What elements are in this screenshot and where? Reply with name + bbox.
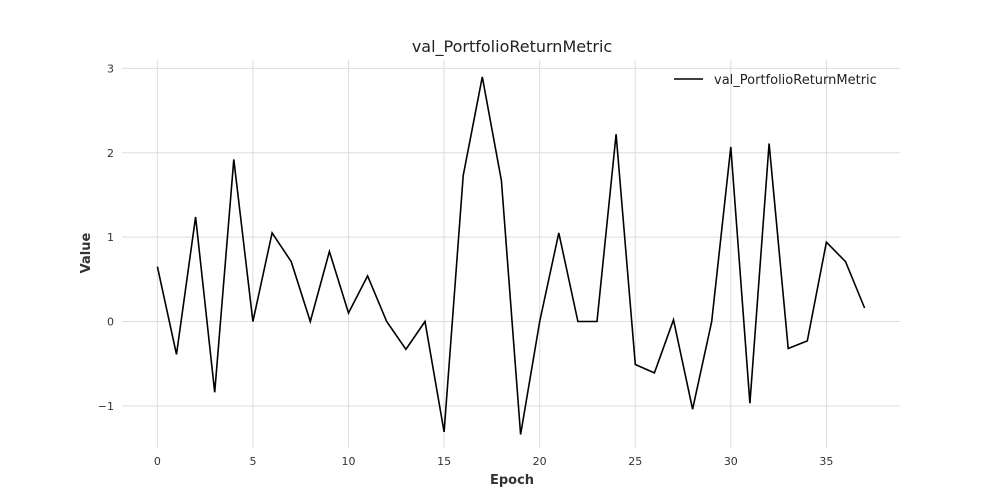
data-point [749, 402, 751, 404]
x-tick-label: 15 [437, 455, 451, 468]
data-point [653, 372, 655, 374]
chart-title: val_PortfolioReturnMetric [412, 37, 612, 57]
data-point [195, 216, 197, 218]
data-point [424, 321, 426, 323]
data-point [806, 340, 808, 342]
data-point [825, 241, 827, 243]
y-tick-label: 2 [107, 147, 114, 160]
legend-entry-label: val_PortfolioReturnMetric [714, 73, 877, 88]
data-point [481, 76, 483, 78]
y-axis-label: Value [79, 232, 94, 273]
x-tick-label: 10 [342, 455, 356, 468]
data-point [271, 232, 273, 234]
y-tick-label: 1 [107, 231, 114, 244]
data-point [730, 146, 732, 148]
y-tick-label: −1 [98, 400, 114, 413]
data-point [692, 408, 694, 410]
grid [122, 60, 900, 448]
data-point [539, 321, 541, 323]
data-point [386, 321, 388, 323]
data-point [233, 159, 235, 161]
x-tick-label: 30 [724, 455, 738, 468]
data-point [214, 391, 216, 393]
data-point [864, 307, 866, 309]
data-point [596, 321, 598, 323]
data-point [156, 266, 158, 268]
series-layer [156, 76, 866, 436]
data-point [500, 180, 502, 182]
legend: val_PortfolioReturnMetric [674, 73, 877, 88]
data-point [558, 232, 560, 234]
data-point [634, 364, 636, 366]
data-point [768, 143, 770, 145]
x-tick-label: 20 [533, 455, 547, 468]
data-point [615, 133, 617, 135]
data-point [405, 348, 407, 350]
x-tick-label: 5 [249, 455, 256, 468]
data-point [520, 434, 522, 436]
x-axis-label: Epoch [490, 473, 534, 488]
data-point [290, 261, 292, 263]
data-point [367, 275, 369, 277]
data-point [577, 321, 579, 323]
data-point [787, 348, 789, 350]
x-tick-label: 25 [628, 455, 642, 468]
y-tick-label: 0 [107, 315, 114, 328]
data-point [252, 321, 254, 323]
data-point [845, 261, 847, 263]
data-point [673, 319, 675, 321]
data-point [176, 353, 178, 355]
data-point [348, 312, 350, 314]
series-line [156, 76, 866, 435]
data-point [309, 321, 311, 323]
data-point [443, 431, 445, 433]
y-tick-label: 3 [107, 62, 114, 75]
data-point [711, 321, 713, 323]
x-tick-label: 0 [154, 455, 161, 468]
data-point [328, 251, 330, 253]
y-axis-ticks: −1 0 1 2 3 [98, 62, 114, 412]
data-point [462, 175, 464, 177]
x-axis-ticks: 0 5 10 15 20 25 30 35 [154, 455, 834, 468]
x-tick-label: 35 [819, 455, 833, 468]
